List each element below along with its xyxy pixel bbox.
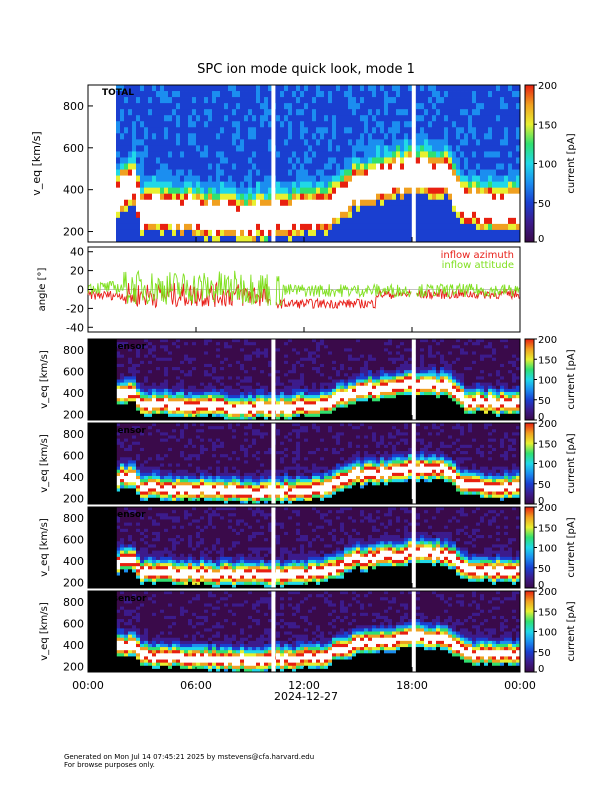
- panel-label: TOTAL: [102, 88, 134, 98]
- colorbar-tick-label: 150: [538, 607, 557, 618]
- y-axis-label: v_eq [km/s]: [39, 518, 50, 577]
- y-tick-label: 600: [63, 449, 84, 462]
- heatmap-d-sensor: [88, 591, 521, 673]
- y-tick-label: 40: [70, 246, 84, 259]
- y-tick-label: 600: [63, 142, 84, 155]
- y-tick-label: 400: [63, 184, 84, 197]
- y-tick-label: 400: [63, 471, 84, 484]
- colorbar: [524, 338, 535, 421]
- colorbar-tick-label: 200: [538, 587, 557, 598]
- y-axis-label: v_eq [km/s]: [39, 602, 50, 661]
- angle-panel: -40 -20 0 20 40 angle [°] inflow azimuthinflow…: [37, 246, 521, 334]
- colorbar-tick-label: 50: [538, 648, 551, 659]
- colorbar-tick-label: 150: [538, 120, 557, 131]
- colorbar: [524, 422, 535, 505]
- y-tick-label: 600: [63, 533, 84, 546]
- footer: Generated on Mon Jul 14 07:45:21 2025 by…: [64, 753, 314, 769]
- y-tick-label: 800: [63, 512, 84, 525]
- y-axis-label: v_eq [km/s]: [30, 131, 43, 195]
- y-tick-label: 400: [63, 639, 84, 652]
- colorbar-tick-label: 100: [538, 376, 557, 387]
- colorbar-label: current [pA]: [566, 517, 577, 577]
- colorbar: [524, 506, 535, 589]
- y-tick-label: 400: [63, 387, 84, 400]
- y-tick-label: 200: [63, 409, 84, 422]
- colorbar-tick-label: 100: [538, 460, 557, 471]
- legend-entry: inflow azimuth: [441, 250, 514, 261]
- y-tick-label: 200: [63, 493, 84, 506]
- y-axis-label: v_eq [km/s]: [39, 350, 50, 409]
- colorbar-tick-label: 50: [538, 480, 551, 491]
- colorbar-tick-label: 0: [538, 496, 544, 507]
- y-tick-label: 800: [63, 100, 84, 113]
- y-tick-label: 400: [63, 555, 84, 568]
- colorbar-tick-label: 50: [538, 564, 551, 575]
- heatmap-total: [88, 85, 521, 243]
- panel-label: A sensor: [102, 342, 147, 352]
- y-tick-label: 200: [63, 577, 84, 590]
- panel-label: C sensor: [102, 510, 146, 520]
- y-axis-label: angle [°]: [37, 268, 48, 312]
- colorbar-tick-label: 150: [538, 523, 557, 534]
- colorbar-tick-label: 200: [538, 419, 557, 430]
- y-tick-label: 800: [63, 428, 84, 441]
- y-tick-label: 200: [63, 226, 84, 239]
- y-tick-label: 200: [63, 661, 84, 674]
- chart-title: SPC ion mode quick look, mode 1: [197, 62, 415, 77]
- x-tick-label: 00:00: [72, 679, 104, 692]
- series-line-attitude: [87, 269, 520, 307]
- colorbar-tick-label: 150: [538, 355, 557, 366]
- colorbar-tick-label: 200: [538, 503, 557, 514]
- colorbar-label: current [pA]: [566, 133, 577, 193]
- panel-label: B sensor: [102, 426, 146, 436]
- colorbar-tick-label: 200: [538, 81, 557, 92]
- y-tick-label: 20: [70, 265, 84, 278]
- colorbar-tick-label: 0: [538, 412, 544, 423]
- colorbar: [524, 84, 535, 243]
- colorbar-label: current [pA]: [566, 601, 577, 661]
- colorbar-tick-label: 0: [538, 580, 544, 591]
- y-tick-label: 600: [63, 365, 84, 378]
- colorbar-tick-label: 0: [538, 664, 544, 675]
- x-tick-label: 06:00: [180, 679, 212, 692]
- colorbar-label: current [pA]: [566, 433, 577, 493]
- colorbar-tick-label: 200: [538, 335, 557, 346]
- colorbar-tick-label: 100: [538, 628, 557, 639]
- colorbar: [524, 590, 535, 673]
- heatmap-b-sensor: [88, 423, 521, 505]
- colorbar-tick-label: 0: [538, 234, 544, 245]
- y-tick-label: 600: [63, 617, 84, 630]
- y-tick-label: -20: [66, 302, 84, 315]
- colorbar-tick-label: 50: [538, 396, 551, 407]
- date-label: 2024-12-27: [274, 690, 338, 703]
- heatmap-a-sensor: [88, 339, 521, 421]
- x-tick-label: 00:00: [504, 679, 536, 692]
- y-tick-label: 800: [63, 344, 84, 357]
- colorbar-tick-label: 150: [538, 439, 557, 450]
- y-tick-label: 800: [63, 596, 84, 609]
- y-tick-label: -40: [66, 321, 84, 334]
- colorbar-label: current [pA]: [566, 349, 577, 409]
- colorbar-tick-label: 50: [538, 199, 551, 210]
- colorbar-tick-label: 100: [538, 544, 557, 555]
- y-axis-label: v_eq [km/s]: [39, 434, 50, 493]
- x-tick-label: 12:00: [288, 679, 320, 692]
- x-tick-label: 18:00: [396, 679, 428, 692]
- heatmap-c-sensor: [88, 507, 521, 589]
- legend-entry: inflow attitude: [442, 260, 514, 271]
- panel-label: D sensor: [102, 594, 147, 604]
- footer-generated: Generated on Mon Jul 14 07:45:21 2025 by…: [64, 753, 315, 761]
- footer-note: For browse purposes only.: [64, 761, 155, 769]
- colorbar-tick-label: 100: [538, 160, 557, 171]
- y-tick-label: 0: [77, 284, 84, 297]
